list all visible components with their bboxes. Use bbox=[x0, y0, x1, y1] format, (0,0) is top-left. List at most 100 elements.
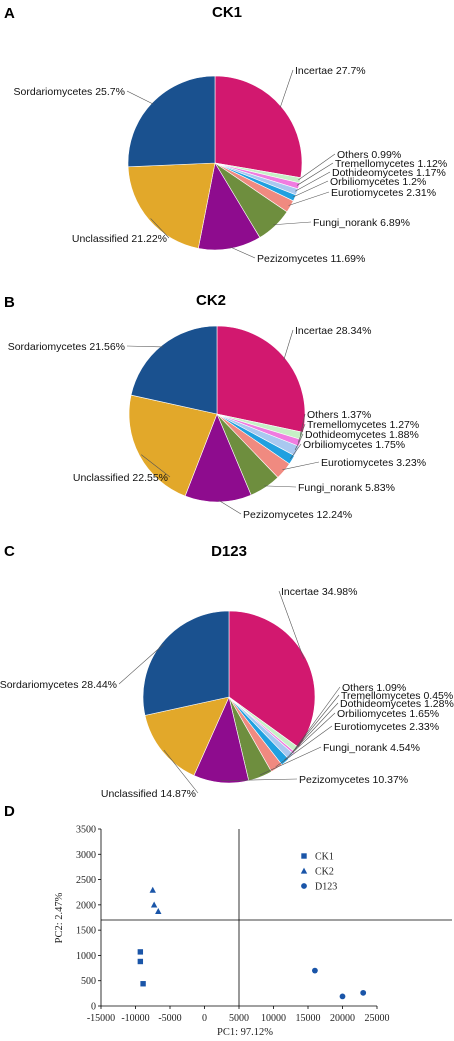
leader-line-sordariomycetes bbox=[126, 90, 154, 105]
leader-line-tremellomycetes bbox=[296, 162, 334, 186]
leader-line-orbiliomycetes bbox=[290, 443, 302, 460]
leader-line-orbiliomycetes bbox=[283, 712, 336, 761]
leader-line-incertae bbox=[279, 69, 294, 109]
pie-slice-unclassified bbox=[144, 696, 230, 776]
pie-slice-incertae bbox=[214, 75, 303, 179]
pie-label-incertae: Incertae 34.98% bbox=[281, 586, 357, 598]
panel-letter-b: B bbox=[4, 294, 15, 311]
point-ck1 bbox=[140, 981, 146, 987]
point-d123 bbox=[312, 967, 318, 974]
pie-chart-d123: D123 Incertae 34.98% Others 1.09%Tremello… bbox=[0, 543, 454, 800]
point-ck2 bbox=[150, 901, 158, 908]
x-tick-label: 10000 bbox=[261, 1013, 286, 1024]
leader-line-incertae bbox=[283, 329, 294, 360]
panel-letter-a: A bbox=[4, 5, 15, 22]
y-tick-label: 1500 bbox=[76, 926, 96, 937]
pie-label-dothideomycetes: Dothideomycetes 1.28% bbox=[340, 698, 454, 710]
x-tick-label: 5000 bbox=[229, 1013, 249, 1024]
panel-letter-c: C bbox=[4, 543, 15, 560]
pie-label-sordariomycetes: Sordariomycetes 25.7% bbox=[14, 86, 125, 98]
leader-line-unclassified bbox=[150, 218, 170, 239]
point-ck1 bbox=[137, 949, 144, 955]
leader-line-others bbox=[295, 686, 341, 749]
pie-chart-ck1: CK1 Incertae 27.7% Others 0.99%Tremellomy… bbox=[14, 4, 448, 265]
point-d123 bbox=[360, 989, 367, 996]
pie-label-eurotiomycetes: Eurotiomycetes 3.23% bbox=[321, 457, 426, 469]
pie-slice-incertae bbox=[228, 610, 316, 748]
leader-line-unclassified bbox=[163, 749, 199, 794]
y-tick-label: 3000 bbox=[76, 850, 96, 861]
y-tick-label: 2500 bbox=[76, 875, 96, 886]
x-tick-label: -10000 bbox=[121, 1013, 149, 1024]
point-ck2 bbox=[149, 886, 156, 893]
pie-slice-unclassified bbox=[127, 162, 216, 249]
pie-slice-sordariomycetes bbox=[127, 75, 216, 168]
pie-label-orbiliomycetes: Orbiliomycetes 1.2% bbox=[330, 176, 426, 188]
pie-label-dothideomycetes: Dothideomycetes 1.17% bbox=[332, 167, 446, 179]
pie-label-sordariomycetes: Sordariomycetes 21.56% bbox=[8, 341, 125, 353]
leader-line-pezizomycetes bbox=[218, 499, 242, 515]
pie-title: CK1 bbox=[212, 4, 242, 21]
pie-label-dothideomycetes: Dothideomycetes 1.88% bbox=[305, 429, 419, 441]
leader-line-dothideomycetes bbox=[289, 702, 339, 756]
pie-label-others: Others 1.09% bbox=[342, 682, 406, 694]
leader-line-tremellomycetes bbox=[297, 423, 306, 443]
y-tick-label: 0 bbox=[91, 1002, 96, 1013]
x-tick-label: -5000 bbox=[158, 1013, 181, 1024]
y-tick-label: 2000 bbox=[76, 900, 96, 911]
pie-label-orbiliomycetes: Orbiliomycetes 1.75% bbox=[303, 439, 405, 451]
legend-marker-ck2 bbox=[300, 867, 308, 874]
x-tick-label: 0 bbox=[202, 1013, 207, 1024]
pie-slice-sordariomycetes bbox=[130, 325, 218, 415]
leader-line-pezizomycetes bbox=[221, 778, 298, 781]
pie-chart-ck2: CK2 Incertae 28.34% Others 1.37%Tremellom… bbox=[8, 292, 426, 521]
leader-line-orbiliomycetes bbox=[292, 180, 329, 198]
x-tick-label: 15000 bbox=[296, 1013, 321, 1024]
pie-label-fungi-norank: Fungi_norank 5.83% bbox=[298, 482, 395, 494]
leader-line-tremellomycetes bbox=[292, 694, 340, 752]
pie-title: D123 bbox=[211, 543, 247, 560]
leader-line-eurotiomycetes bbox=[275, 725, 333, 768]
panel-letter-d: D bbox=[4, 803, 15, 820]
pie-label-orbiliomycetes: Orbiliomycetes 1.65% bbox=[337, 708, 439, 720]
legend-label-ck1: CK1 bbox=[315, 852, 334, 863]
pie-label-pezizomycetes: Pezizomycetes 12.24% bbox=[243, 509, 352, 521]
leader-line-eurotiomycetes bbox=[282, 461, 320, 471]
x-tick-label: -15000 bbox=[87, 1013, 115, 1024]
pie-label-tremellomycetes: Tremellomycetes 0.45% bbox=[341, 690, 453, 702]
pie-label-others: Others 1.37% bbox=[307, 409, 371, 421]
leader-line-dothideomycetes bbox=[294, 433, 304, 451]
pie-label-unclassified: Unclassified 14.87% bbox=[101, 788, 196, 800]
pie-label-eurotiomycetes: Eurotiomycetes 2.33% bbox=[334, 721, 439, 733]
legend-label-d123: D123 bbox=[315, 882, 337, 893]
leader-line-sordariomycetes bbox=[118, 644, 164, 685]
pie-slice-pezizomycetes bbox=[184, 413, 252, 503]
pie-label-incertae: Incertae 27.7% bbox=[295, 65, 366, 77]
pie-label-sordariomycetes: Sordariomycetes 28.44% bbox=[0, 679, 117, 691]
pie-label-tremellomycetes: Tremellomycetes 1.27% bbox=[307, 419, 419, 431]
x-tick-label: 25000 bbox=[365, 1013, 390, 1024]
point-ck2 bbox=[155, 908, 162, 915]
pie-label-pezizomycetes: Pezizomycetes 11.69% bbox=[257, 253, 365, 265]
leader-line-fungi-norank bbox=[273, 221, 312, 226]
leader-line-eurotiomycetes bbox=[288, 191, 330, 206]
leader-line-pezizomycetes bbox=[229, 246, 256, 259]
leader-line-others bbox=[299, 413, 306, 436]
pie-slice-unclassified bbox=[128, 394, 218, 497]
leader-line-fungi-norank bbox=[264, 485, 297, 488]
pie-label-others: Others 0.99% bbox=[337, 149, 401, 161]
pie-label-pezizomycetes: Pezizomycetes 10.37% bbox=[299, 774, 408, 786]
leader-line-dothideomycetes bbox=[295, 171, 331, 192]
pie-label-incertae: Incertae 28.34% bbox=[295, 325, 371, 337]
pie-title: CK2 bbox=[196, 292, 226, 309]
pie-label-tremellomycetes: Tremellomycetes 1.12% bbox=[335, 158, 447, 170]
leader-line-others bbox=[298, 153, 336, 181]
pie-label-fungi-norank: Fungi_norank 4.54% bbox=[323, 742, 420, 754]
x-axis-title: PC1: 97.12% bbox=[217, 1027, 273, 1038]
x-tick-label: 20000 bbox=[330, 1013, 355, 1024]
legend-marker-d123 bbox=[301, 883, 307, 889]
pie-label-unclassified: Unclassified 21.22% bbox=[72, 233, 167, 245]
pie-label-unclassified: Unclassified 22.55% bbox=[73, 472, 168, 484]
y-axis-title: PC2: 2.47% bbox=[54, 892, 65, 943]
y-tick-label: 3500 bbox=[76, 825, 96, 836]
